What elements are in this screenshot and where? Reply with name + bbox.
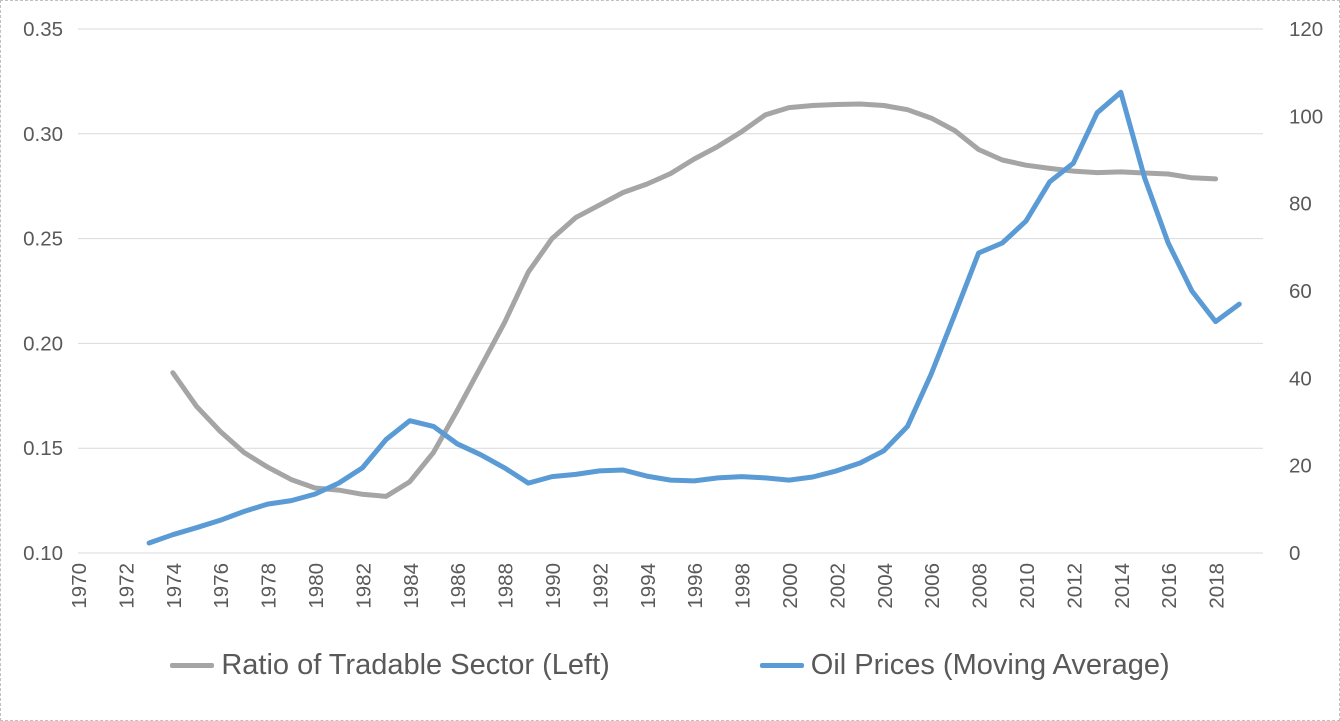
legend-item-ratio: Ratio of Tradable Sector (Left) [170, 649, 610, 681]
x-axis-tick-label: 2006 [921, 563, 944, 609]
left-axis-tick-label: 0.30 [23, 123, 63, 146]
x-axis-tick-label: 1980 [305, 563, 328, 609]
x-axis-tick-label: 1990 [542, 563, 565, 609]
x-axis-tick-label: 1976 [210, 563, 233, 609]
x-axis-tick-label: 1972 [115, 563, 138, 609]
right-axis-tick-label: 60 [1289, 280, 1312, 303]
x-axis-tick-label: 2004 [874, 563, 897, 609]
x-axis-tick-label: 2016 [1158, 563, 1181, 609]
x-axis-tick-label: 2014 [1111, 563, 1134, 609]
x-axis-tick-label: 2000 [779, 563, 802, 609]
x-axis-tick-label: 2018 [1206, 563, 1229, 609]
x-axis-tick-label: 2008 [969, 563, 992, 609]
right-axis-tick-label: 80 [1289, 193, 1312, 216]
x-axis-tick-label: 1994 [637, 563, 660, 609]
x-axis-tick-label: 1982 [352, 563, 375, 609]
legend-label-oil: Oil Prices (Moving Average) [810, 649, 1170, 681]
legend-swatch-oil-line [759, 663, 804, 668]
right-axis-tick-label: 40 [1289, 367, 1312, 390]
right-axis-tick-label: 120 [1289, 18, 1323, 41]
x-axis-tick-label: 1970 [68, 563, 91, 609]
left-axis-tick-label: 0.20 [23, 332, 63, 355]
legend-swatch-ratio-line [170, 663, 215, 668]
left-axis-tick-label: 0.25 [23, 228, 63, 251]
right-axis-tick-label: 20 [1289, 455, 1312, 478]
left-axis-tick-label: 0.15 [23, 437, 63, 460]
x-axis-tick-label: 1974 [163, 563, 186, 609]
x-axis-tick-label: 1984 [400, 563, 423, 609]
legend-item-oil: Oil Prices (Moving Average) [759, 649, 1170, 681]
legend-label-ratio: Ratio of Tradable Sector (Left) [221, 649, 610, 681]
series-line-ratio [170, 101, 1219, 499]
series-line-oil [146, 89, 1242, 546]
x-axis-tick-label: 1992 [589, 563, 612, 609]
x-axis-tick-label: 1986 [447, 563, 470, 609]
left-axis-tick-label: 0.35 [23, 18, 63, 41]
x-axis-tick-label: 1978 [258, 563, 281, 609]
x-axis-tick-label: 1988 [495, 563, 518, 609]
chart-legend: Ratio of Tradable Sector (Left) Oil Pric… [1, 651, 1339, 680]
x-axis-tick-label: 1996 [684, 563, 707, 609]
left-axis-tick-label: 0.10 [23, 542, 63, 565]
x-axis-tick-label: 1998 [732, 563, 755, 609]
x-axis-tick-label: 2010 [1016, 563, 1039, 609]
right-axis-tick-label: 0 [1289, 542, 1300, 565]
right-axis-tick-label: 100 [1289, 105, 1323, 128]
x-axis-tick-label: 2012 [1063, 563, 1086, 609]
x-axis-tick-label: 2002 [826, 563, 849, 609]
